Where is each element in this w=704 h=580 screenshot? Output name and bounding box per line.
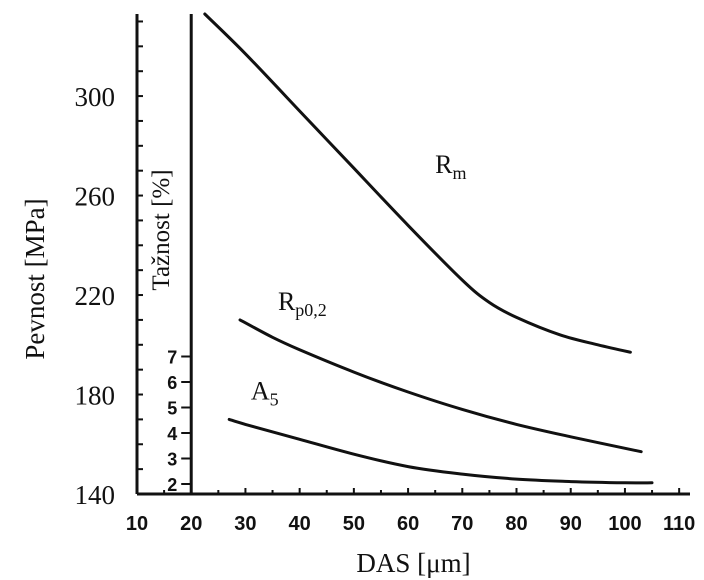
x-axis-title: DAS [μm] bbox=[356, 548, 470, 578]
series-line-a5 bbox=[227, 417, 654, 485]
series-label-sub: m bbox=[453, 163, 467, 183]
y2-tick-label: 2 bbox=[167, 475, 177, 495]
y2-tick-label: 6 bbox=[167, 373, 177, 393]
series-label-sub: p0,2 bbox=[295, 300, 327, 320]
series-line-rm bbox=[203, 12, 632, 354]
series-label-sub: 5 bbox=[270, 389, 279, 409]
series-label-a5: A5 bbox=[251, 376, 279, 409]
series-label-main: R bbox=[278, 287, 296, 316]
y-tick-label: 140 bbox=[75, 480, 116, 510]
y-tick-label: 300 bbox=[75, 82, 116, 112]
x-tick-label: 90 bbox=[560, 513, 582, 535]
series-label-main: R bbox=[435, 150, 453, 179]
x-tick-label: 50 bbox=[343, 513, 365, 535]
x-tick-label: 70 bbox=[451, 513, 473, 535]
x-tick-label: 40 bbox=[289, 513, 311, 535]
y-tick-label: 180 bbox=[75, 381, 116, 411]
x-tick-label: 30 bbox=[234, 513, 256, 535]
x-tick-label: 80 bbox=[505, 513, 527, 535]
series-label-main: A bbox=[251, 376, 270, 405]
y2-tick-label: 4 bbox=[167, 424, 177, 444]
x-tick-label: 10 bbox=[126, 513, 148, 535]
y-axis-title: Pevnost [MPa] bbox=[20, 198, 50, 359]
y2-tick-label: 5 bbox=[167, 399, 177, 419]
series-group bbox=[203, 12, 654, 485]
ticks: 140 180 220 260 300 10 20 30 40 50 60 70 80 90 100 110 2… bbox=[75, 20, 695, 535]
x-tick-label: 100 bbox=[608, 513, 641, 535]
x-tick-label: 110 bbox=[663, 513, 695, 535]
axes bbox=[135, 14, 690, 496]
y-tick-label: 220 bbox=[75, 281, 116, 311]
x-tick-label: 60 bbox=[397, 513, 419, 535]
y-tick-label: 260 bbox=[75, 182, 116, 212]
y2-tick-label: 3 bbox=[167, 450, 177, 470]
y2-tick-label: 7 bbox=[167, 348, 177, 368]
x-tick-label: 20 bbox=[180, 513, 202, 535]
series-label-rp0-2: Rp0,2 bbox=[278, 287, 327, 320]
series-label-rm: Rm bbox=[435, 150, 466, 183]
y2-axis-title: Tažnost [%] bbox=[148, 169, 175, 290]
series-line-rp0-2 bbox=[238, 318, 643, 454]
labels-group: DAS [μm]Pevnost [MPa] Tažnost [%]RmRp0,2A… bbox=[20, 150, 471, 578]
